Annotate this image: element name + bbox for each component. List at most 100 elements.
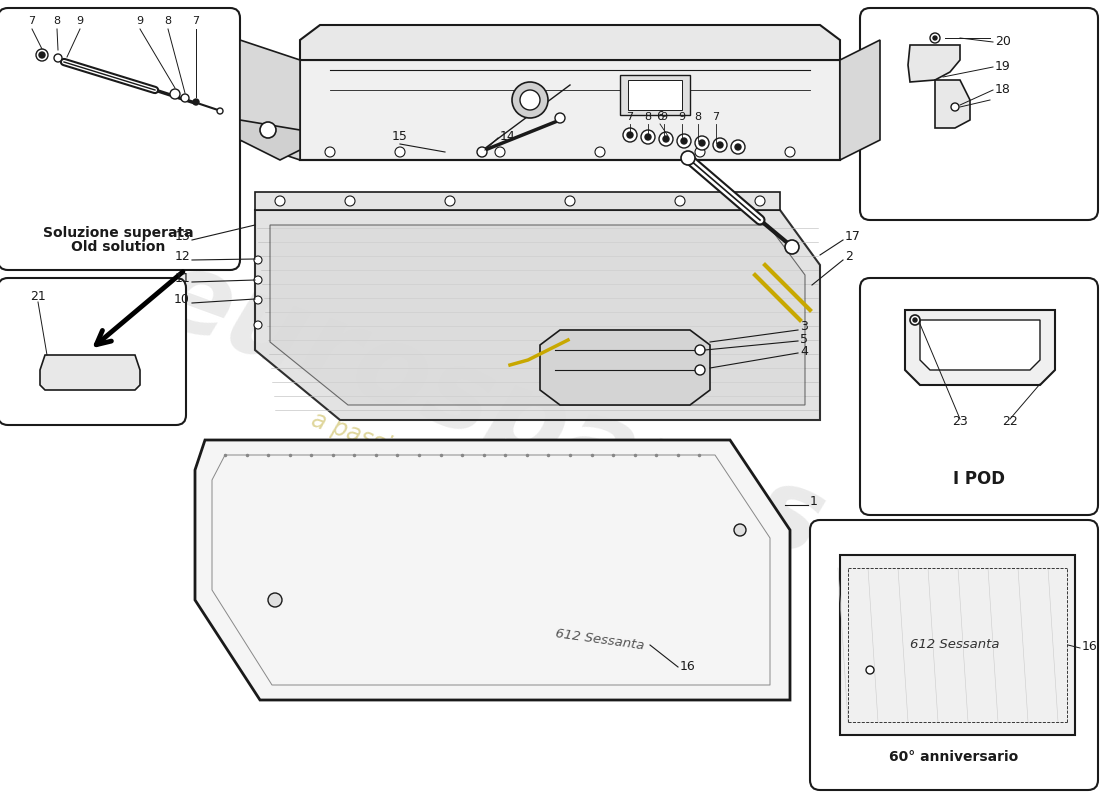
Circle shape	[520, 90, 540, 110]
Text: 8: 8	[645, 112, 651, 122]
Circle shape	[913, 318, 917, 322]
Polygon shape	[240, 120, 300, 160]
FancyBboxPatch shape	[860, 8, 1098, 220]
Circle shape	[565, 196, 575, 206]
Text: 612 Sessanta: 612 Sessanta	[554, 627, 646, 653]
Circle shape	[324, 147, 336, 157]
Polygon shape	[935, 80, 970, 128]
Polygon shape	[300, 25, 840, 60]
Text: 3: 3	[800, 320, 807, 333]
Text: 15: 15	[392, 130, 408, 143]
Polygon shape	[40, 355, 140, 390]
Polygon shape	[195, 440, 790, 700]
Text: 9: 9	[660, 112, 668, 122]
Circle shape	[755, 196, 764, 206]
Polygon shape	[300, 60, 840, 160]
Circle shape	[254, 321, 262, 329]
Text: 7: 7	[713, 112, 719, 122]
Text: a passion for parts since 1985: a passion for parts since 1985	[308, 408, 652, 552]
Circle shape	[645, 134, 651, 140]
Circle shape	[695, 136, 710, 150]
Circle shape	[556, 113, 565, 123]
Circle shape	[695, 365, 705, 375]
Polygon shape	[908, 45, 960, 82]
Text: 7: 7	[626, 112, 634, 122]
Polygon shape	[905, 310, 1055, 385]
Text: 17: 17	[845, 230, 861, 243]
FancyBboxPatch shape	[810, 520, 1098, 790]
Circle shape	[641, 130, 654, 144]
Text: 23: 23	[953, 415, 968, 428]
FancyBboxPatch shape	[860, 278, 1098, 515]
Text: 9: 9	[679, 112, 685, 122]
Circle shape	[595, 147, 605, 157]
Circle shape	[695, 147, 705, 157]
Text: I POD: I POD	[953, 470, 1005, 488]
Bar	[628, 80, 682, 110]
Text: 8: 8	[164, 16, 172, 26]
Circle shape	[192, 99, 199, 105]
FancyBboxPatch shape	[0, 8, 240, 270]
Polygon shape	[540, 330, 710, 405]
Text: 2: 2	[845, 250, 853, 263]
Polygon shape	[255, 210, 820, 420]
Circle shape	[910, 315, 920, 325]
Text: 9: 9	[136, 16, 144, 26]
Circle shape	[695, 345, 705, 355]
Text: 19: 19	[996, 60, 1011, 73]
Circle shape	[254, 296, 262, 304]
Circle shape	[698, 140, 705, 146]
Circle shape	[260, 122, 276, 138]
Text: Old solution: Old solution	[70, 240, 165, 254]
Text: 7: 7	[192, 16, 199, 26]
Circle shape	[785, 147, 795, 157]
Text: 6: 6	[657, 110, 663, 123]
Circle shape	[663, 136, 669, 142]
Circle shape	[930, 33, 940, 43]
Circle shape	[512, 82, 548, 118]
Circle shape	[39, 52, 45, 58]
Text: 12: 12	[174, 250, 190, 263]
Text: 4: 4	[800, 345, 807, 358]
Circle shape	[933, 36, 937, 40]
FancyBboxPatch shape	[0, 278, 186, 425]
Circle shape	[495, 147, 505, 157]
Bar	[620, 75, 690, 115]
Circle shape	[866, 666, 874, 674]
Circle shape	[217, 108, 223, 114]
Text: 60° anniversario: 60° anniversario	[890, 750, 1019, 764]
Circle shape	[676, 134, 691, 148]
Circle shape	[268, 593, 282, 607]
Circle shape	[275, 196, 285, 206]
Circle shape	[713, 138, 727, 152]
Circle shape	[732, 140, 745, 154]
Polygon shape	[240, 40, 300, 160]
Text: 7: 7	[29, 16, 35, 26]
Text: 16: 16	[680, 660, 695, 673]
Circle shape	[170, 89, 180, 99]
Circle shape	[952, 103, 959, 111]
Text: 20: 20	[996, 35, 1011, 48]
Circle shape	[395, 147, 405, 157]
Text: 1: 1	[810, 495, 818, 508]
Text: 9: 9	[76, 16, 84, 26]
Circle shape	[681, 151, 695, 165]
Text: 11: 11	[174, 272, 190, 285]
Text: 8: 8	[54, 16, 60, 26]
Circle shape	[345, 196, 355, 206]
Circle shape	[681, 138, 688, 144]
Text: 21: 21	[30, 290, 46, 303]
Polygon shape	[840, 555, 1075, 735]
Circle shape	[446, 196, 455, 206]
Text: 16: 16	[1082, 640, 1098, 653]
Polygon shape	[840, 40, 880, 160]
Circle shape	[735, 144, 741, 150]
Text: Soluzione superata: Soluzione superata	[43, 226, 194, 240]
Circle shape	[623, 128, 637, 142]
Text: 5: 5	[800, 333, 808, 346]
Circle shape	[659, 132, 673, 146]
Text: 14: 14	[500, 130, 516, 143]
Circle shape	[717, 142, 723, 148]
Text: 18: 18	[996, 83, 1011, 96]
Text: 612 Sessanta: 612 Sessanta	[911, 638, 1000, 651]
